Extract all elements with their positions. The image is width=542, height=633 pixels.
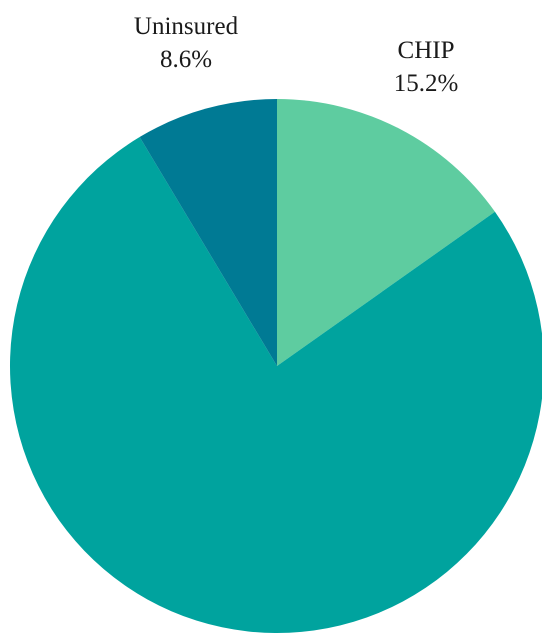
pie-labels: CHIP 15.2% Uninsured 8.6% xyxy=(134,13,458,97)
pie-slice-unlabeled-1 xyxy=(10,137,542,633)
slice-label-uninsured: Uninsured xyxy=(134,13,239,40)
slice-value-chip: 15.2% xyxy=(394,70,459,97)
pie-slice-chip xyxy=(277,99,495,366)
slice-value-uninsured: 8.6% xyxy=(160,46,212,73)
slice-label-chip: CHIP xyxy=(398,37,455,64)
pie-slice-uninsured xyxy=(139,99,277,366)
pie-slices xyxy=(10,99,542,633)
